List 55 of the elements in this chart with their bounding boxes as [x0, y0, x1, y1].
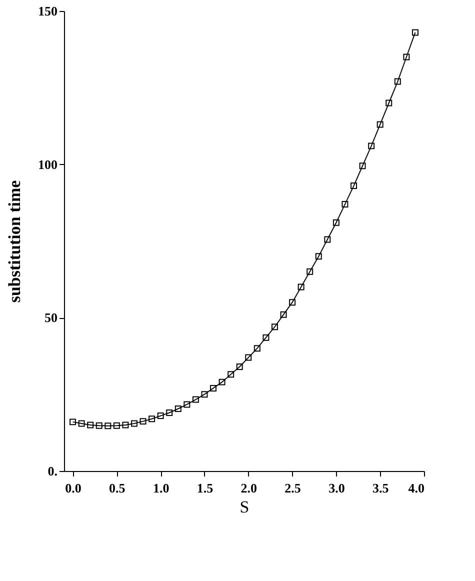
point	[131, 420, 138, 427]
point	[280, 311, 287, 318]
point	[218, 378, 226, 386]
point	[342, 200, 348, 208]
point	[262, 334, 270, 341]
y-tick-label: 50	[44, 310, 58, 326]
point	[394, 78, 401, 85]
y-axis-title: substitution time	[5, 180, 24, 303]
y-tick-label: 0.	[48, 464, 58, 478]
point	[174, 406, 182, 412]
point	[166, 409, 173, 416]
point	[148, 416, 156, 422]
x-tick-label: 1.0	[152, 480, 170, 496]
x-tick-label: 4.0	[408, 480, 424, 496]
point	[386, 100, 392, 106]
point	[332, 219, 340, 226]
point	[236, 363, 243, 370]
point	[78, 420, 85, 427]
point	[315, 253, 322, 260]
point	[289, 299, 296, 306]
point	[192, 396, 199, 403]
x-tick-label: 2.5	[284, 480, 302, 496]
x-tick-label: 3.0	[328, 480, 345, 496]
point	[306, 268, 314, 275]
x-tick-label: 0.5	[109, 480, 126, 496]
point	[140, 418, 146, 425]
y-tick-label: 150	[38, 4, 58, 18]
point	[228, 371, 234, 378]
point	[245, 354, 252, 361]
point	[324, 236, 331, 243]
x-tick-label: 2.0	[240, 480, 258, 496]
point	[104, 422, 112, 430]
point	[254, 345, 260, 352]
point	[368, 142, 375, 150]
x-axis-title: S	[240, 498, 250, 516]
point	[412, 29, 418, 36]
x-tick-label: 1.5	[196, 480, 214, 496]
point	[70, 418, 76, 426]
point	[184, 401, 190, 408]
point	[96, 422, 102, 429]
point	[157, 412, 164, 420]
point	[210, 384, 217, 392]
point	[359, 162, 366, 170]
point	[87, 422, 94, 428]
x-tick-label: 0.0	[65, 480, 82, 496]
point	[271, 324, 278, 330]
point	[201, 391, 208, 398]
point	[113, 422, 120, 429]
point	[403, 54, 410, 60]
point	[350, 182, 357, 190]
x-tick-label: 3.5	[372, 480, 390, 496]
point	[376, 121, 384, 128]
point	[122, 422, 129, 428]
y-tick-label: 100	[38, 156, 58, 172]
point	[298, 284, 304, 290]
